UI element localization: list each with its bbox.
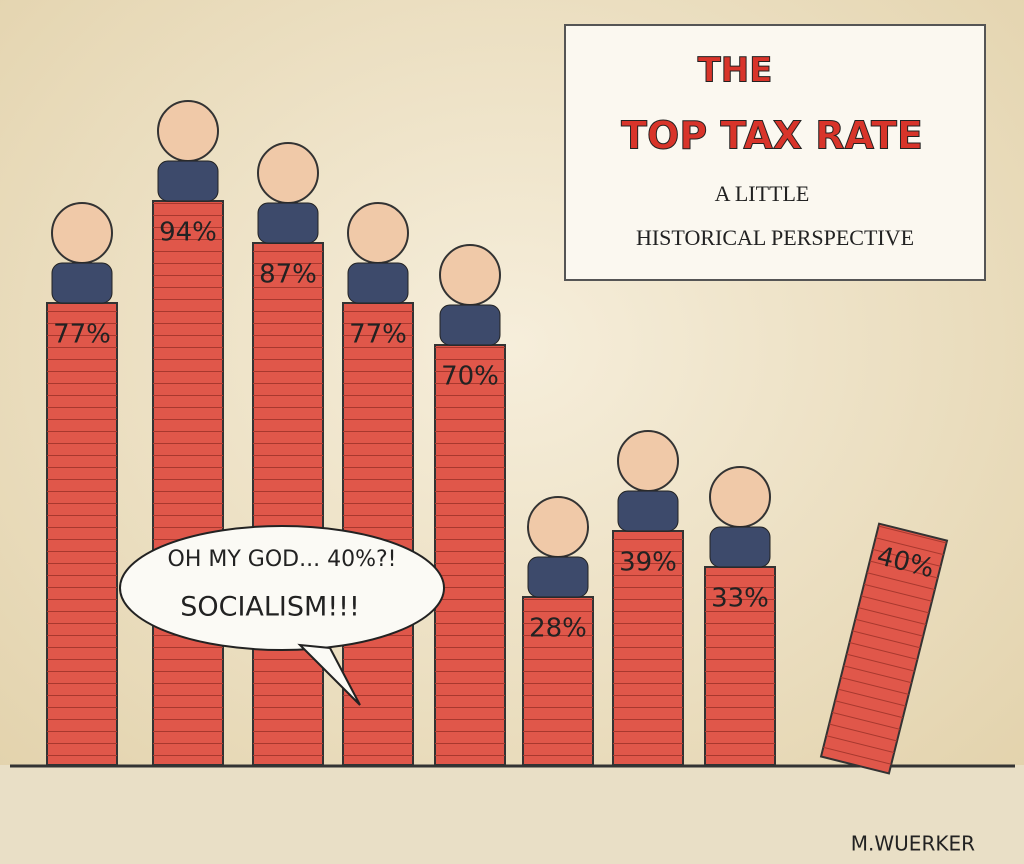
bar-label: 87% (259, 260, 317, 290)
speech-text: OH MY GOD... 40%?! (168, 547, 397, 572)
bar-group: 39% (612, 430, 684, 766)
figure-head (709, 466, 771, 528)
bar-bricks (47, 303, 117, 765)
bar-group: 70% (434, 244, 506, 766)
figure-body (257, 202, 319, 244)
bar-group: 33% (704, 466, 776, 766)
figure-head (439, 244, 501, 306)
figure-body (709, 526, 771, 568)
bar-group: 77% (342, 202, 414, 766)
speech-bubble (119, 525, 445, 651)
ground (0, 765, 1024, 864)
figure-body (617, 490, 679, 532)
bars: 77% 94% 87% 77% 70% 28% 39% 33% 40% (46, 100, 949, 775)
bar-label: 77% (349, 320, 407, 350)
bar-label: 33% (711, 584, 769, 614)
bar-label: 77% (53, 320, 111, 350)
title-box (564, 24, 986, 281)
signature: M.WUERKER (851, 832, 975, 856)
bar-label: 94% (159, 218, 217, 248)
bar-bricks (613, 531, 683, 765)
bar-group: 87% (252, 142, 324, 766)
figure-head (51, 202, 113, 264)
figure-head (527, 496, 589, 558)
title-line: TOP TAX RATE (621, 114, 923, 158)
bar-group: 28% (522, 496, 594, 766)
figure-body (157, 160, 219, 202)
figure-body (51, 262, 113, 304)
subtitle-line: HISTORICAL PERSPECTIVE (636, 225, 914, 250)
title-line: THE (698, 51, 773, 91)
speech-tail (297, 643, 361, 706)
bar-bricks (435, 345, 505, 765)
bar-group: 40% (819, 522, 949, 775)
bar-bricks (705, 567, 775, 765)
bar-label: 70% (441, 362, 499, 392)
bar-group: 94% (152, 100, 224, 766)
figure-head (257, 142, 319, 204)
bar-label: 28% (529, 614, 587, 644)
figure-body (439, 304, 501, 346)
figure-body (527, 556, 589, 598)
bar-group: 77% (46, 202, 118, 766)
figure-head (617, 430, 679, 492)
bar-bricks (821, 523, 948, 774)
bar-label: 39% (619, 548, 677, 578)
bar-bricks (153, 201, 223, 765)
figure-head (157, 100, 219, 162)
figure-body (347, 262, 409, 304)
bar-bricks (253, 243, 323, 765)
figure-head (347, 202, 409, 264)
subtitle-line: A LITTLE (715, 181, 810, 206)
speech-text: SOCIALISM!!! (180, 592, 360, 623)
bar-bricks (523, 597, 593, 765)
